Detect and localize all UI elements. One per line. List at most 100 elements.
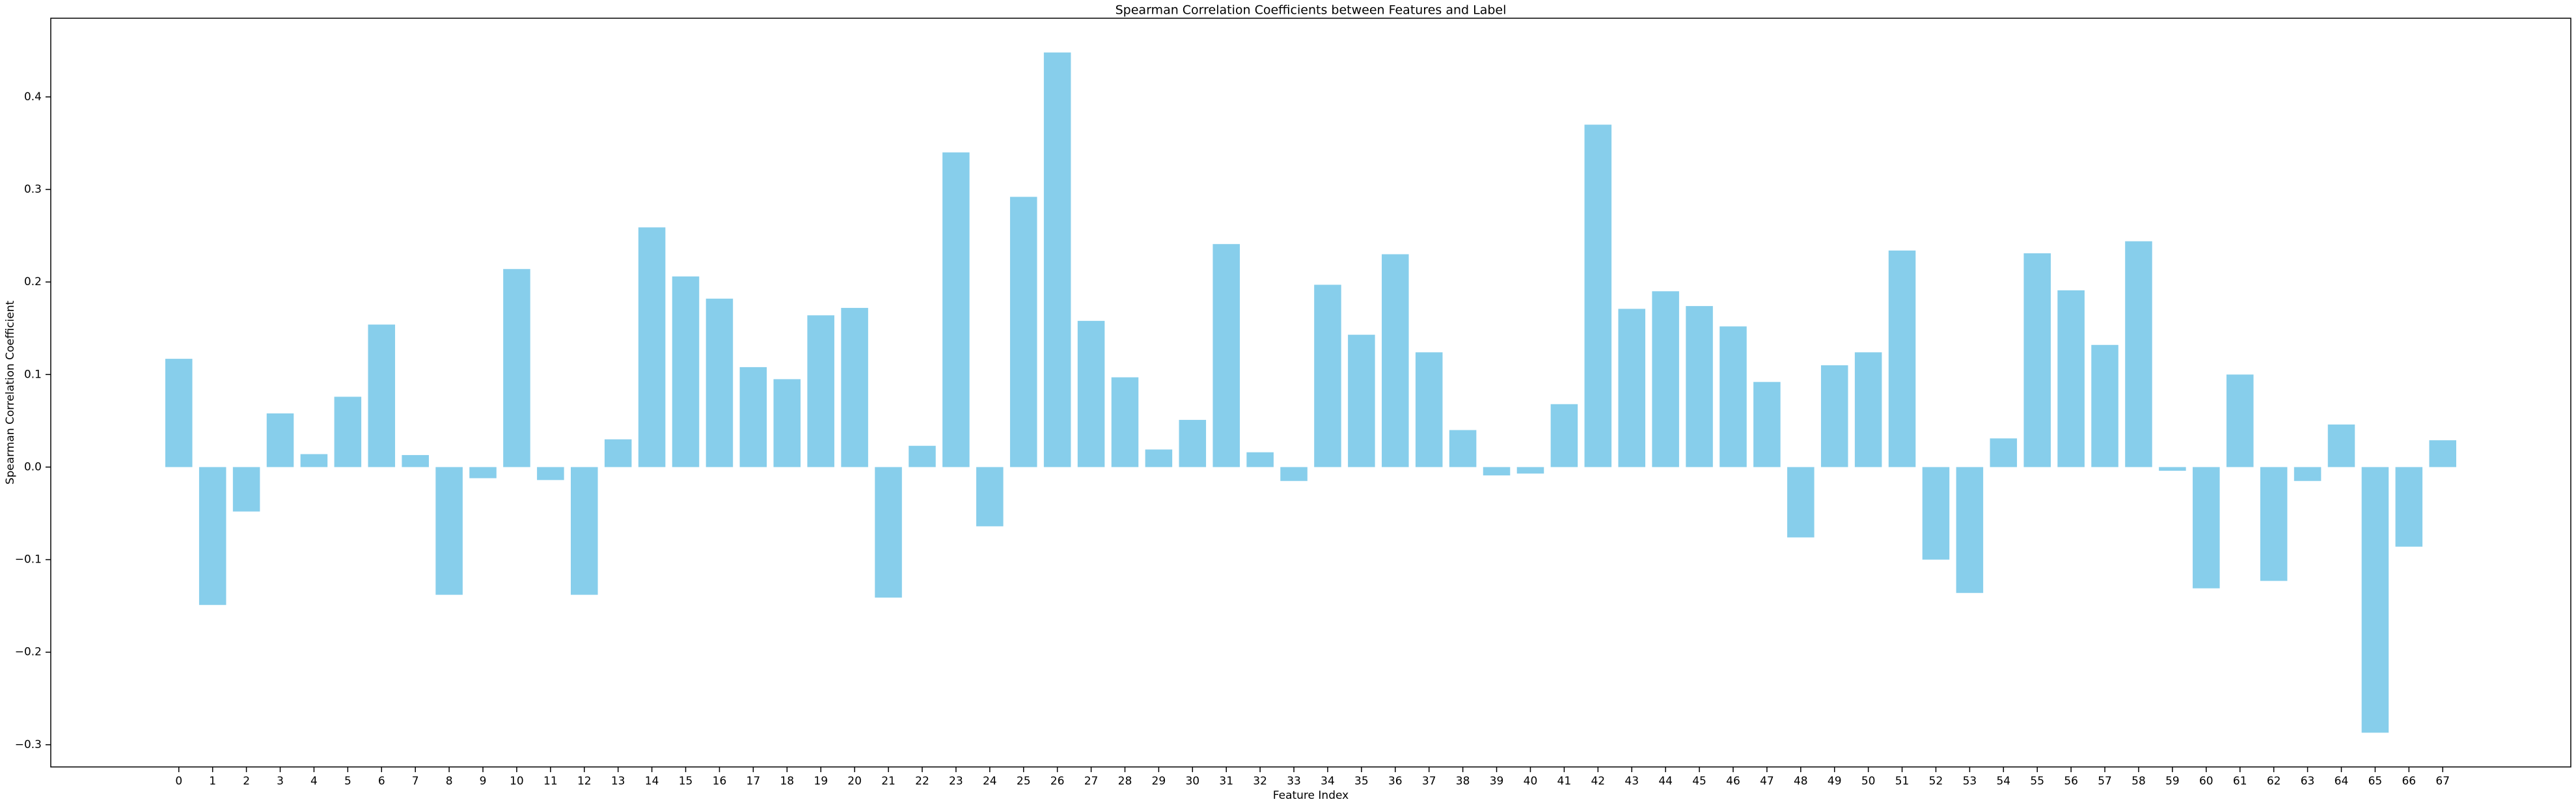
x-tick-label: 44 bbox=[1658, 775, 1673, 788]
bar bbox=[2294, 467, 2322, 481]
y-axis-label: Spearman Correlation Coefficient bbox=[4, 300, 17, 484]
x-tick-label: 57 bbox=[2098, 775, 2112, 788]
x-axis-label: Feature Index bbox=[1273, 789, 1349, 802]
x-tick-label: 36 bbox=[1388, 775, 1403, 788]
y-tick-label: 0.4 bbox=[24, 90, 42, 104]
x-tick-label: 8 bbox=[446, 775, 453, 788]
x-tick-label: 6 bbox=[378, 775, 385, 788]
bar bbox=[1077, 320, 1105, 467]
x-tick-label: 52 bbox=[1929, 775, 1943, 788]
x-tick-label: 46 bbox=[1726, 775, 1740, 788]
bar bbox=[1213, 243, 1240, 467]
x-tick-label: 22 bbox=[915, 775, 929, 788]
x-tick-label: 16 bbox=[713, 775, 727, 788]
x-tick-label: 10 bbox=[510, 775, 524, 788]
bar bbox=[2260, 467, 2288, 581]
x-tick-label: 53 bbox=[1963, 775, 1977, 788]
y-tick-label: 0.3 bbox=[24, 183, 42, 196]
x-tick-label: 47 bbox=[1760, 775, 1774, 788]
bar bbox=[1043, 52, 1071, 467]
x-tick-label: 33 bbox=[1287, 775, 1301, 788]
bar bbox=[2057, 290, 2085, 467]
bar bbox=[2429, 440, 2456, 467]
bar bbox=[1652, 291, 1679, 467]
x-tick-label: 14 bbox=[645, 775, 659, 788]
bar bbox=[1145, 449, 1173, 467]
bar bbox=[706, 298, 733, 467]
bar bbox=[2091, 344, 2118, 467]
x-tick-label: 54 bbox=[1996, 775, 2010, 788]
bar bbox=[1111, 377, 1139, 467]
bar bbox=[2226, 374, 2254, 467]
x-tick-label: 12 bbox=[577, 775, 592, 788]
x-tick-label: 60 bbox=[2199, 775, 2213, 788]
x-tick-label: 18 bbox=[780, 775, 794, 788]
bar bbox=[2193, 467, 2220, 589]
bar bbox=[1382, 254, 1409, 467]
x-tick-label: 5 bbox=[344, 775, 351, 788]
bar bbox=[1280, 467, 1308, 481]
x-tick-label: 0 bbox=[175, 775, 182, 788]
x-tick-label: 3 bbox=[277, 775, 284, 788]
bar bbox=[2361, 467, 2389, 733]
bar bbox=[1584, 124, 1612, 467]
x-tick-label: 20 bbox=[847, 775, 862, 788]
x-tick-label: 40 bbox=[1524, 775, 1538, 788]
bar bbox=[300, 454, 328, 467]
bar bbox=[1854, 352, 1882, 467]
bar bbox=[976, 467, 1004, 527]
bar bbox=[638, 227, 666, 467]
x-tick-label: 50 bbox=[1861, 775, 1876, 788]
bar bbox=[807, 315, 834, 467]
bar bbox=[672, 276, 700, 467]
bar bbox=[1449, 430, 1477, 467]
bar bbox=[266, 413, 294, 467]
bar bbox=[841, 307, 868, 467]
bar bbox=[1956, 467, 1984, 593]
x-tick-label: 35 bbox=[1354, 775, 1369, 788]
bar bbox=[1483, 467, 1511, 476]
bar bbox=[1348, 335, 1375, 467]
x-tick-label: 41 bbox=[1557, 775, 1572, 788]
x-tick-label: 63 bbox=[2301, 775, 2315, 788]
x-tick-label: 55 bbox=[2030, 775, 2044, 788]
x-tick-label: 65 bbox=[2368, 775, 2383, 788]
x-tick-label: 48 bbox=[1794, 775, 1808, 788]
x-tick-label: 43 bbox=[1624, 775, 1639, 788]
bar bbox=[1787, 467, 1815, 538]
x-tick-label: 37 bbox=[1422, 775, 1436, 788]
bar bbox=[739, 367, 767, 467]
plot-frame bbox=[50, 18, 2571, 768]
x-tick-label: 15 bbox=[679, 775, 693, 788]
x-tick-label: 30 bbox=[1185, 775, 1199, 788]
x-tick-label: 9 bbox=[480, 775, 487, 788]
x-tick-label: 51 bbox=[1895, 775, 1910, 788]
bar bbox=[942, 152, 970, 467]
x-tick-label: 39 bbox=[1490, 775, 1504, 788]
y-tick-label: −0.2 bbox=[15, 646, 42, 659]
y-tick-label: −0.1 bbox=[15, 553, 42, 566]
bar bbox=[1415, 352, 1443, 467]
x-tick-label: 19 bbox=[814, 775, 828, 788]
x-tick-label: 42 bbox=[1591, 775, 1605, 788]
bar bbox=[875, 467, 902, 598]
bar bbox=[402, 454, 429, 467]
bar bbox=[503, 269, 530, 467]
x-tick-label: 38 bbox=[1456, 775, 1470, 788]
bar bbox=[232, 467, 260, 512]
y-tick-label: −0.3 bbox=[15, 738, 42, 751]
bar bbox=[368, 324, 396, 467]
bar bbox=[1820, 365, 1848, 467]
bar bbox=[1516, 467, 1544, 474]
x-tick-label: 49 bbox=[1828, 775, 1842, 788]
x-tick-label: 28 bbox=[1118, 775, 1132, 788]
y-tick-label: 0.0 bbox=[24, 460, 42, 473]
bar bbox=[1618, 309, 1645, 467]
bar bbox=[2159, 467, 2186, 471]
bar bbox=[1550, 404, 1578, 467]
x-tick-label: 59 bbox=[2165, 775, 2180, 788]
y-tick-label: 0.2 bbox=[24, 275, 42, 288]
x-tick-label: 31 bbox=[1219, 775, 1233, 788]
bar bbox=[571, 467, 598, 595]
